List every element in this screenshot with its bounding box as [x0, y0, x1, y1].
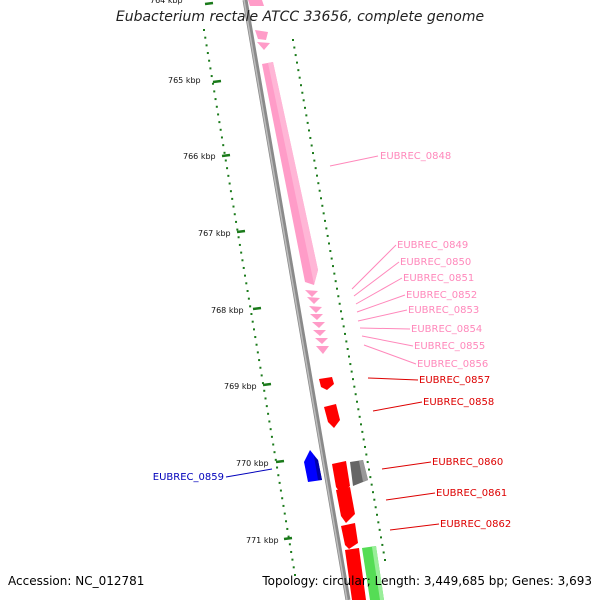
gene-label[interactable]: EUBREC_0852 [406, 290, 477, 301]
gene-label[interactable]: EUBREC_0861 [436, 488, 507, 499]
gene-label[interactable]: EUBREC_0848 [380, 151, 451, 162]
gene-eubrec-0851[interactable] [309, 306, 322, 313]
label-leader-line [225, 468, 273, 478]
gene-eubrec-0850[interactable] [307, 297, 320, 304]
major-tick [252, 306, 262, 311]
label-leader-line [363, 344, 417, 365]
kbp-label: 771 kbp [246, 536, 279, 545]
major-tick [262, 382, 272, 387]
kbp-label: 766 kbp [183, 152, 216, 161]
gene-label[interactable]: EUBREC_0857 [419, 375, 490, 386]
kbp-label: 770 kbp [236, 459, 269, 468]
major-tick [204, 1, 214, 6]
label-leader-line [355, 277, 403, 305]
genome-backbone [242, 0, 351, 600]
label-leader-line [389, 523, 440, 531]
label-leader-line [361, 335, 414, 347]
label-leader-line [351, 244, 397, 290]
gene-bottom-red[interactable] [345, 548, 366, 600]
label-leader-line [381, 461, 432, 470]
major-tick [275, 459, 285, 464]
gene-label[interactable]: EUBREC_0849 [397, 240, 468, 251]
gene-eubrec-0859-shade [314, 456, 322, 480]
gene-label[interactable]: EUBREC_0855 [414, 341, 485, 352]
major-tick [283, 536, 293, 541]
gene-eubrec-0860-neighbor-shade [359, 460, 368, 482]
label-leader-line [329, 155, 379, 167]
gene-eubrec-0858[interactable] [324, 404, 340, 428]
kbp-label: 768 kbp [211, 306, 244, 315]
tick-track-right [292, 39, 386, 561]
gene-label[interactable]: EUBREC_0851 [403, 273, 474, 284]
gene-label[interactable]: EUBREC_0858 [423, 397, 494, 408]
gene-label[interactable]: EUBREC_0860 [432, 457, 503, 468]
map-title: Eubacterium rectale ATCC 33656, complete… [115, 9, 485, 25]
kbp-label: 765 kbp [168, 76, 201, 85]
gene-eubrec-0848-shade [268, 62, 318, 284]
gene-label[interactable]: EUBREC_0862 [440, 519, 511, 530]
kbp-label: 764 kbp [150, 0, 183, 5]
gene-label[interactable]: EUBREC_0850 [400, 257, 471, 268]
major-tick [221, 153, 231, 158]
gene-label[interactable]: EUBREC_0853 [408, 305, 479, 316]
label-leader-line [357, 309, 408, 322]
major-tick [236, 229, 246, 234]
label-leader-line [385, 492, 436, 501]
accession-text: Accession: NC_012781 [8, 574, 145, 588]
gene-eubrec-0862[interactable] [341, 523, 358, 549]
label-leader-line [372, 401, 423, 412]
label-leader-line [359, 327, 411, 330]
gene-eubrec-0856[interactable] [316, 346, 329, 354]
gene-track [248, 0, 384, 600]
kbp-axis: 764 kbp 765 kbp 766 kbp 767 kbp 768 kbp 769 k… [150, 0, 293, 545]
gene-eubrec-0853[interactable] [312, 322, 325, 328]
gene-arrow-small[interactable] [255, 30, 268, 40]
label-leader-line [353, 261, 400, 297]
gene-label[interactable]: EUBREC_0859 [153, 472, 224, 483]
gene-eubrec-0847-fragment[interactable] [248, 0, 264, 6]
gene-bottom-green-shade [372, 546, 384, 600]
gene-eubrec-0861[interactable] [336, 487, 355, 523]
label-leader-line [356, 294, 406, 313]
gene-arrow-small[interactable] [257, 42, 270, 50]
gene-eubrec-0854[interactable] [313, 330, 326, 336]
gene-eubrec-0852[interactable] [310, 314, 323, 320]
gene-label[interactable]: EUBREC_0854 [411, 324, 482, 335]
gene-eubrec-0855[interactable] [315, 338, 328, 344]
gene-label[interactable]: EUBREC_0856 [417, 359, 488, 370]
tick-track-left [203, 29, 296, 576]
genome-summary-text: Topology: circular; Length: 3,449,685 bp… [262, 574, 592, 588]
gene-eubrec-0857[interactable] [319, 377, 334, 390]
major-tick [212, 79, 222, 84]
gene-eubrec-0860[interactable] [332, 461, 350, 494]
gene-eubrec-0849[interactable] [305, 290, 318, 297]
kbp-label: 769 kbp [224, 382, 257, 391]
kbp-label: 767 kbp [198, 229, 231, 238]
label-leader-line [367, 377, 419, 381]
gene-labels: EUBREC_0848 EUBREC_0849 EUBREC_0850 EUBREC_… [153, 151, 511, 531]
